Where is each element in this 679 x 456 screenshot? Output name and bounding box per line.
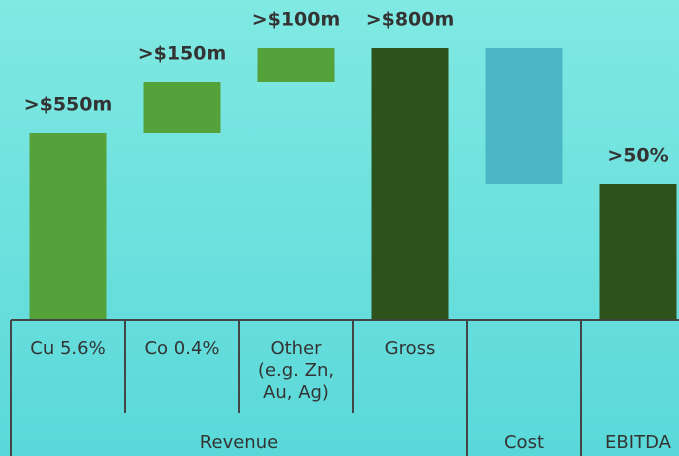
value-label: >$550m [24, 94, 113, 116]
bar [29, 133, 107, 320]
bar [143, 82, 221, 133]
value-label: >$100m [252, 9, 341, 31]
x-tick-label: Other (e.g. Zn, Au, Ag) [257, 338, 335, 403]
x-tick-label: Co 0.4% [144, 338, 220, 359]
bar [371, 48, 449, 320]
x-tick-label: Cu 5.6% [30, 338, 106, 359]
bar [599, 184, 677, 320]
bar [485, 48, 563, 184]
group-label: EBITDA [605, 432, 672, 453]
bar [257, 48, 335, 82]
value-label: >$800m [366, 9, 455, 31]
x-tick-label: Gross [384, 338, 436, 359]
group-label: Cost [504, 432, 544, 453]
annotation: >50% [607, 145, 668, 167]
group-label: Revenue [200, 432, 278, 453]
value-label: >$150m [138, 43, 227, 65]
